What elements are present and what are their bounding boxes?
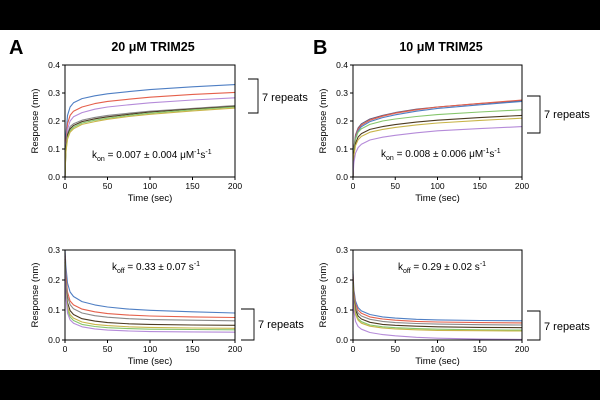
panel-title-b: 10 μM TRIM25 xyxy=(399,40,482,54)
x-tick-label: 100 xyxy=(430,181,444,191)
x-tick-label: 150 xyxy=(185,344,199,354)
x-tick-label: 150 xyxy=(473,344,487,354)
repeats-bracket-b-top xyxy=(527,95,541,134)
y-tick-label: 0.2 xyxy=(336,275,348,285)
x-tick-label: 200 xyxy=(515,181,529,191)
repeats-label-b-top: 7 repeats xyxy=(544,109,590,121)
y-tick-label: 0.0 xyxy=(48,335,60,345)
x-axis-label: Time (sec) xyxy=(415,193,460,204)
series-line xyxy=(64,264,236,333)
repeats-label-b-bottom: 7 repeats xyxy=(544,321,590,333)
x-tick-label: 50 xyxy=(391,344,401,354)
koff-annotation-a: koff = 0.33 ± 0.07 s-1 xyxy=(112,261,200,275)
chart-association-10uM: 0 50 100 150 200 0.0 0.1 0.2 0.3 0.4 Time (sec) Res… xyxy=(318,60,529,204)
repeats-bracket-a-bottom xyxy=(241,308,255,341)
y-tick-label: 0.3 xyxy=(336,88,348,98)
x-axis-label: Time (sec) xyxy=(128,193,173,204)
chart-association-20uM: 0 50 100 150 200 0.0 0.1 0.2 0.3 0.4 Time (sec) Res… xyxy=(30,60,242,204)
series-line xyxy=(352,126,523,178)
y-tick-label: 0.0 xyxy=(336,172,348,182)
y-axis-label: Response (nm) xyxy=(318,263,329,328)
x-tick-label: 150 xyxy=(473,181,487,191)
x-tick-label: 50 xyxy=(391,181,401,191)
series-line xyxy=(64,107,236,178)
y-tick-label: 0.0 xyxy=(336,335,348,345)
y-tick-label: 0.1 xyxy=(336,305,348,315)
x-tick-label: 0 xyxy=(63,344,68,354)
series-line xyxy=(352,117,523,178)
series-line xyxy=(64,249,236,314)
letterbox-top xyxy=(0,0,600,30)
x-tick-label: 100 xyxy=(143,344,157,354)
x-tick-label: 200 xyxy=(228,181,242,191)
panel-letter-a: A xyxy=(9,37,23,59)
panel-letter-b: B xyxy=(313,37,327,59)
y-tick-label: 0.1 xyxy=(48,305,60,315)
series-line xyxy=(352,109,523,178)
y-tick-label: 0.2 xyxy=(336,116,348,126)
series-line xyxy=(64,255,236,322)
letterbox-bottom xyxy=(0,370,600,400)
panel-title-a: 20 μM TRIM25 xyxy=(111,40,194,54)
koff-annotation-b: koff = 0.29 ± 0.02 s-1 xyxy=(398,261,486,275)
y-axis-label: Response (nm) xyxy=(30,89,41,154)
series-line xyxy=(352,291,523,340)
kon-annotation-b: kon = 0.008 ± 0.006 μM-1s-1 xyxy=(381,148,501,162)
y-tick-label: 0.2 xyxy=(48,116,60,126)
x-tick-label: 150 xyxy=(185,181,199,191)
y-axis-label: Response (nm) xyxy=(318,89,329,154)
repeats-label-a-top: 7 repeats xyxy=(262,92,308,104)
x-axis-label: Time (sec) xyxy=(128,356,173,367)
x-tick-label: 100 xyxy=(143,181,157,191)
series-line xyxy=(352,282,523,332)
x-tick-label: 100 xyxy=(430,344,444,354)
y-tick-label: 0.1 xyxy=(336,144,348,154)
y-tick-label: 0.3 xyxy=(48,245,60,255)
repeats-bracket-b-bottom xyxy=(527,310,541,341)
repeats-bracket-a-top xyxy=(248,78,259,114)
y-tick-label: 0.2 xyxy=(48,275,60,285)
y-tick-label: 0.4 xyxy=(336,60,348,70)
x-tick-label: 50 xyxy=(103,181,113,191)
x-tick-label: 0 xyxy=(351,344,356,354)
repeats-label-a-bottom: 7 repeats xyxy=(258,319,304,331)
y-tick-label: 0.0 xyxy=(48,172,60,182)
x-tick-label: 0 xyxy=(63,181,68,191)
x-axis-label: Time (sec) xyxy=(415,356,460,367)
series-line xyxy=(64,91,236,178)
y-tick-label: 0.3 xyxy=(48,88,60,98)
y-tick-label: 0.1 xyxy=(48,144,60,154)
x-tick-label: 0 xyxy=(351,181,356,191)
y-tick-label: 0.3 xyxy=(336,245,348,255)
series-line xyxy=(64,97,236,178)
x-tick-label: 50 xyxy=(103,344,113,354)
y-axis-label: Response (nm) xyxy=(30,263,41,328)
x-tick-label: 200 xyxy=(228,344,242,354)
kon-annotation-a: kon = 0.007 ± 0.004 μM-1s-1 xyxy=(92,149,212,163)
x-tick-label: 200 xyxy=(515,344,529,354)
chart-dissociation-20uM: 0 50 100 150 200 0.0 0.1 0.2 0.3 Time (sec) Respon… xyxy=(30,245,242,367)
series-line xyxy=(64,84,236,178)
y-tick-label: 0.4 xyxy=(48,60,60,70)
chart-dissociation-10uM: 0 50 100 150 200 0.0 0.1 0.2 0.3 Time (sec) Respon… xyxy=(318,245,529,367)
